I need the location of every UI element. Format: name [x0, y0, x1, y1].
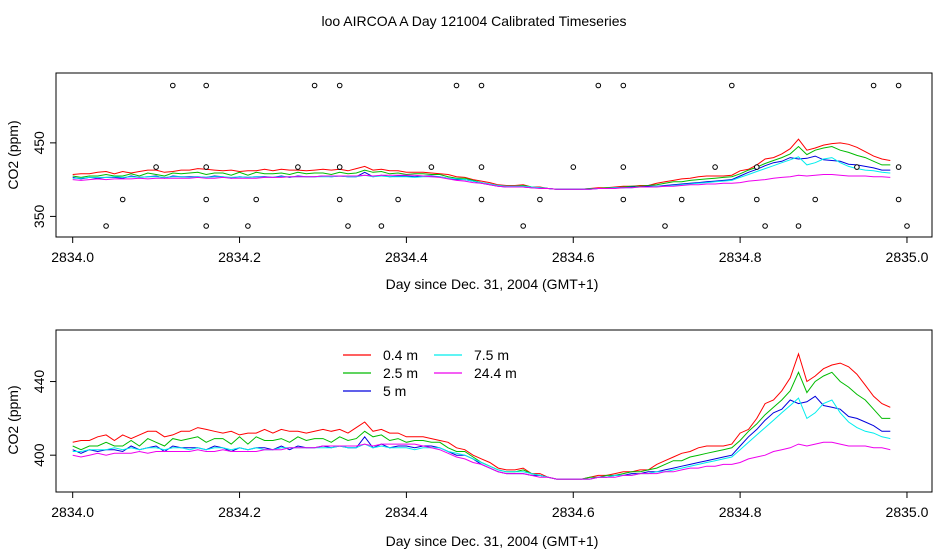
top-marker-point — [895, 164, 902, 170]
legend-label: 7.5 m — [474, 347, 509, 363]
top-panel: 2834.0 2834.2 2834.4 2834.6 2834.8 2835.0 350… — [5, 72, 933, 292]
bottom-y-axis-label: CO2 (ppm) — [5, 385, 21, 454]
bottom-x-tick-label: 2835.0 — [886, 504, 929, 520]
top-series-line-3 — [72, 156, 891, 190]
top-y-tick-label: 350 — [31, 205, 47, 229]
top-marker-point — [729, 82, 735, 89]
top-marker-point — [153, 164, 159, 170]
top-marker-point — [537, 196, 543, 203]
top-marker-point — [570, 164, 577, 170]
top-marker-point — [478, 164, 485, 170]
top-marker-point — [336, 164, 343, 170]
figure-title: loo AIRCOA A Day 121004 Calibrated Times… — [321, 13, 626, 29]
top-marker-point — [620, 196, 627, 203]
top-x-tick-label: 2835.0 — [886, 249, 929, 265]
top-marker-point — [662, 223, 668, 229]
top-marker-point — [854, 164, 860, 170]
top-marker-point — [895, 82, 902, 89]
top-marker-point — [203, 223, 209, 229]
top-marker-point — [754, 196, 760, 203]
bottom-x-tick-label: 2834.8 — [719, 504, 762, 520]
top-series-line-0 — [72, 138, 891, 190]
top-y-axis-label: CO2 (ppm) — [5, 120, 21, 189]
legend-label: 5 m — [383, 383, 406, 399]
top-plot-frame — [55, 72, 933, 238]
top-y-ticks: 350 450 — [31, 131, 56, 228]
top-marker-point — [754, 164, 760, 170]
top-marker-point — [620, 164, 627, 170]
bottom-y-ticks: 400 440 — [31, 370, 56, 467]
top-marker-point — [428, 164, 435, 170]
top-marker-point — [520, 223, 527, 229]
top-y-tick-label: 450 — [31, 131, 47, 155]
bottom-plot-frame — [55, 329, 933, 493]
top-marker-point — [395, 196, 401, 203]
bottom-series-line-3 — [72, 397, 891, 480]
top-marker-point — [336, 196, 343, 203]
top-marker-point — [203, 164, 209, 170]
top-series-line-4 — [72, 174, 891, 190]
top-marker-point — [453, 82, 460, 89]
top-marker-point — [170, 82, 176, 89]
top-marker-point — [345, 223, 351, 229]
top-x-tick-label: 2834.0 — [51, 249, 94, 265]
top-lines — [72, 138, 891, 190]
top-marker-point — [870, 82, 877, 89]
top-marker-point — [295, 164, 301, 170]
top-marker-point — [678, 196, 685, 203]
top-marker-point — [253, 196, 260, 203]
top-x-tick-label: 2834.8 — [719, 249, 762, 265]
top-marker-point — [119, 196, 126, 203]
top-marker-point — [478, 82, 485, 89]
legend-label: 24.4 m — [474, 365, 517, 381]
top-marker-point — [245, 223, 251, 229]
top-x-tick-label: 2834.2 — [218, 249, 261, 265]
top-marker-point — [895, 196, 902, 203]
legend: 0.4 m 2.5 m 5 m 7.5 m 24.4 m — [343, 347, 517, 399]
legend-label: 2.5 m — [383, 365, 418, 381]
top-marker-point — [795, 223, 802, 229]
top-marker-point — [620, 82, 627, 89]
bottom-y-tick-label: 400 — [31, 443, 47, 467]
top-marker-point — [812, 196, 819, 203]
top-marker-point — [904, 223, 910, 229]
top-marker-point — [762, 223, 768, 229]
top-marker-point — [595, 82, 602, 89]
top-marker-point — [378, 223, 385, 229]
top-marker-point — [203, 196, 209, 203]
bottom-lines — [72, 352, 891, 480]
bottom-series-line-4 — [72, 441, 891, 480]
top-marker-point — [203, 82, 209, 89]
bottom-x-tick-label: 2834.6 — [552, 504, 595, 520]
legend-label: 0.4 m — [383, 347, 418, 363]
bottom-x-ticks: 2834.0 2834.2 2834.4 2834.6 2834.8 2835.0 — [51, 492, 929, 520]
top-marker-point — [336, 82, 343, 89]
bottom-y-tick-label: 440 — [31, 370, 47, 394]
top-x-axis-label: Day since Dec. 31, 2004 (GMT+1) — [386, 276, 599, 292]
top-points — [103, 82, 910, 229]
top-x-tick-label: 2834.4 — [385, 249, 428, 265]
top-x-tick-label: 2834.6 — [552, 249, 595, 265]
bottom-series-line-0 — [72, 352, 891, 480]
top-marker-point — [103, 223, 109, 229]
top-marker-point — [311, 82, 318, 89]
bottom-x-tick-label: 2834.4 — [385, 504, 428, 520]
bottom-x-axis-label: Day since Dec. 31, 2004 (GMT+1) — [386, 533, 599, 549]
top-x-ticks: 2834.0 2834.2 2834.4 2834.6 2834.8 2835.0 — [51, 237, 929, 265]
bottom-x-tick-label: 2834.0 — [51, 504, 94, 520]
top-marker-point — [478, 196, 485, 203]
top-marker-point — [712, 164, 718, 170]
bottom-panel: 2834.0 2834.2 2834.4 2834.6 2834.8 2835.0 400… — [5, 329, 933, 549]
bottom-x-tick-label: 2834.2 — [218, 504, 261, 520]
